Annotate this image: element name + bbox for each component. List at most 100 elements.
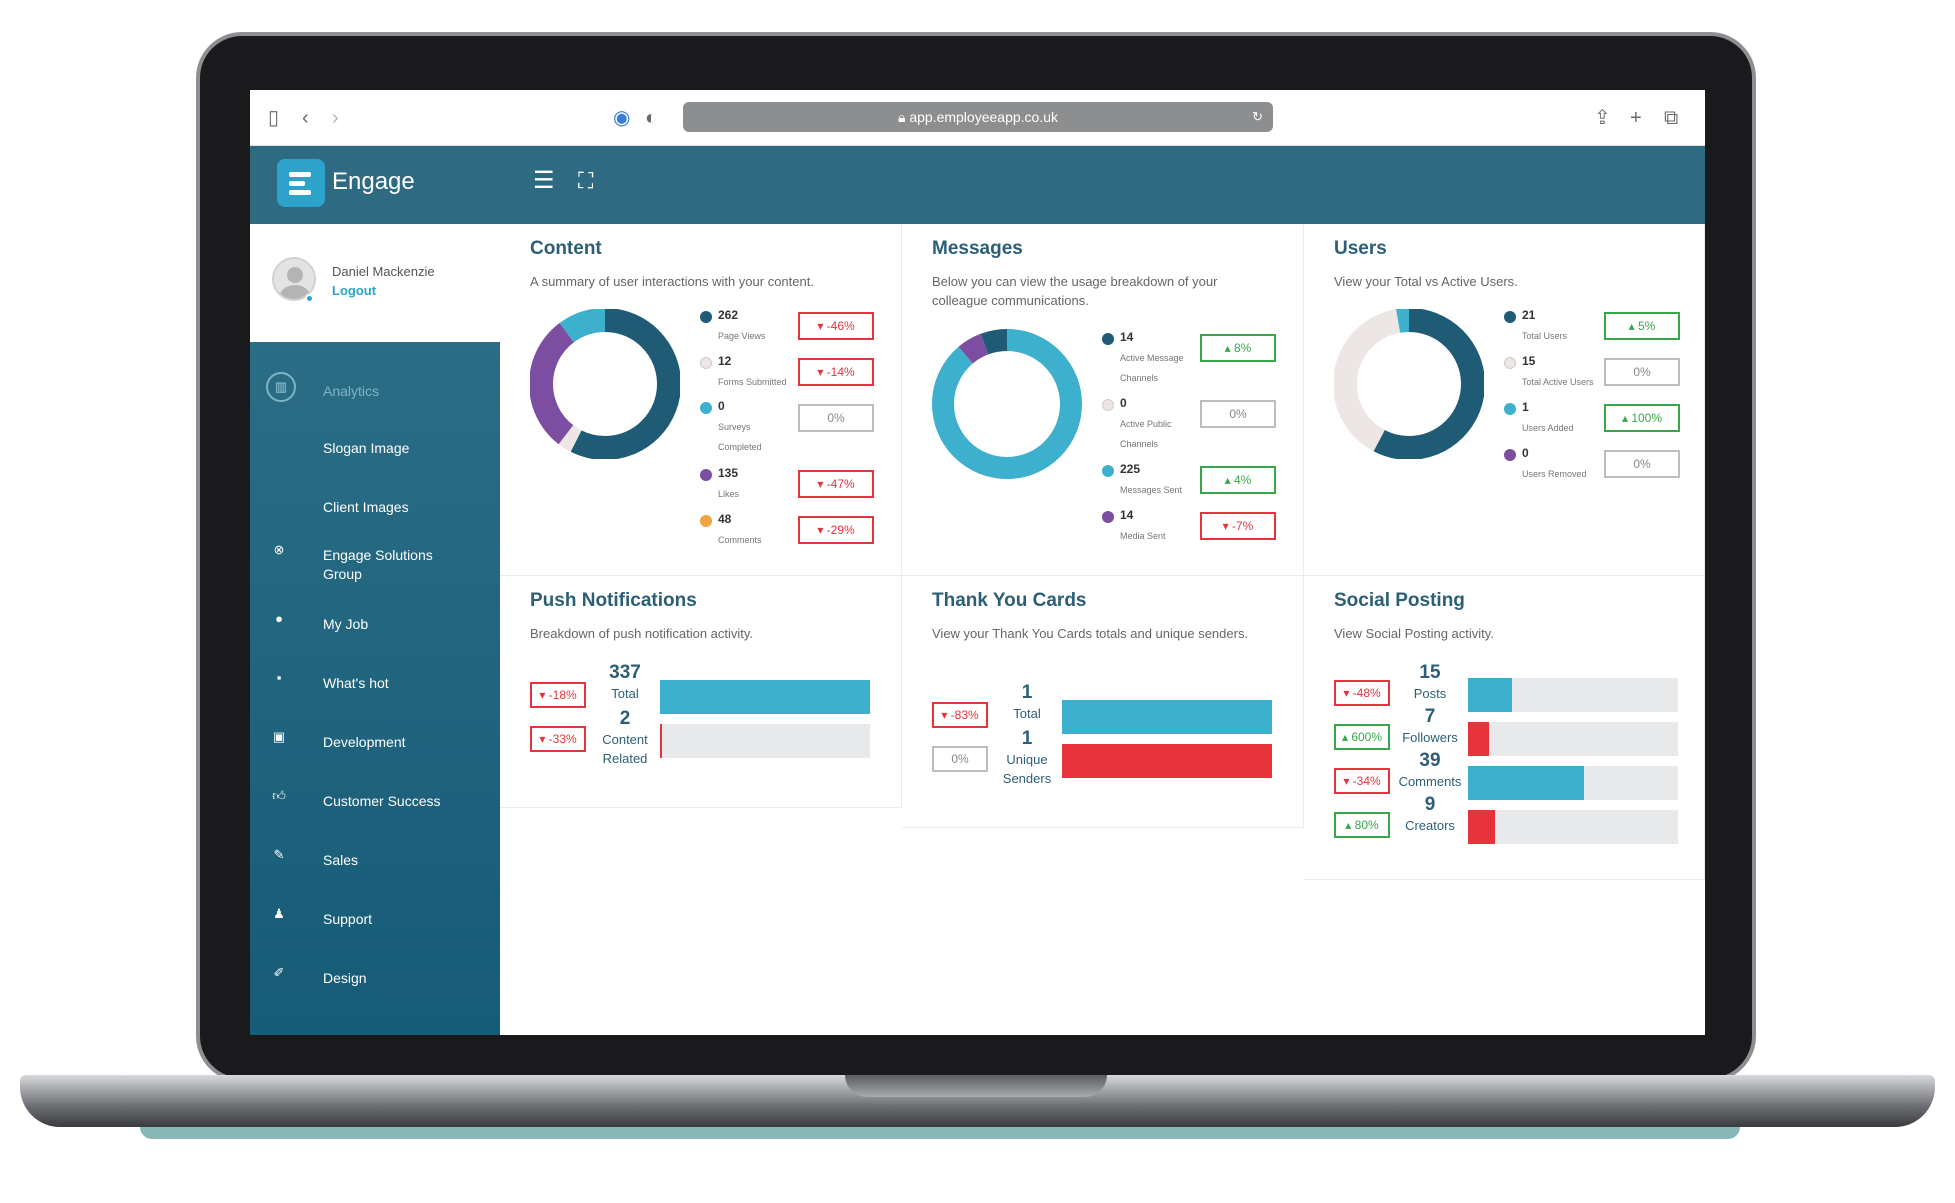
legend-item: 1 Users Added: [1504, 400, 1599, 440]
app-header: Engage ☰ ⛶: [250, 146, 1705, 224]
bar-track: [1468, 810, 1678, 844]
legend-item: 48 Comments: [700, 512, 790, 552]
bar-fill: [660, 680, 870, 714]
sidebar-item-my-job[interactable]: ● My Job: [250, 603, 500, 643]
forward-icon[interactable]: ›: [332, 107, 339, 129]
pencil-icon: ✐: [273, 965, 285, 980]
card-title: Social Posting: [1334, 590, 1465, 611]
logout-link[interactable]: Logout: [332, 283, 377, 298]
legend-dot: [1102, 511, 1114, 523]
card-title: Push Notifications: [530, 590, 697, 611]
legend-label: Total Active Users: [1522, 377, 1594, 387]
legend-item: 135 Likes: [700, 466, 790, 506]
legend-dot: [1102, 465, 1114, 477]
card-subtitle: Breakdown of push notification activity.: [530, 626, 754, 641]
sidebar-item-label: Client Images: [323, 499, 409, 515]
trend-badge: 0%: [798, 404, 874, 432]
legend-item: 225 Messages Sent: [1102, 462, 1197, 502]
legend-dot: [1102, 333, 1114, 345]
stat-comments: 39 Comments: [1398, 750, 1462, 789]
trend-badge: ▾ -18%: [530, 682, 586, 708]
stat-total: 1 Total: [1013, 682, 1041, 721]
legend-value: 0: [718, 399, 725, 413]
card-subtitle: Below you can view the usage breakdown o…: [932, 274, 1218, 308]
legend-value: 48: [718, 512, 732, 526]
stat-posts: 15 Posts: [1413, 662, 1447, 701]
stat-total: 337 Total: [609, 662, 641, 701]
sidebar: Daniel Mackenzie Logout ▥ Analytics Slog…: [250, 224, 500, 1035]
legend-label: Page Views: [718, 331, 766, 341]
users-card: Users View your Total vs Active Users. 2…: [1304, 224, 1705, 576]
sidebar-item-client-images[interactable]: Client Images: [250, 486, 500, 526]
sidebar-toggle-icon[interactable]: ▯: [268, 107, 280, 129]
new-tab-icon[interactable]: +: [1630, 107, 1642, 129]
bar-fill: [1468, 766, 1584, 800]
legend-label: Messages Sent: [1120, 485, 1183, 495]
legend-value: 262: [718, 308, 739, 322]
bar-track: [1468, 766, 1678, 800]
trend-badge: ▴ 4%: [1200, 466, 1276, 494]
card-subtitle: View your Thank You Cards totals and uni…: [932, 626, 1249, 641]
bar-fill: [1468, 722, 1489, 756]
sidebar-item-label: What's hot: [323, 675, 389, 691]
password-icon[interactable]: ◉: [613, 107, 631, 129]
sidebar-item-label: Customer Success: [323, 793, 441, 809]
legend-label: Users Added: [1522, 423, 1574, 433]
trend-badge: ▴ 100%: [1604, 404, 1680, 432]
legend-label: Media Sent: [1120, 531, 1166, 541]
bar-fill: [1468, 810, 1496, 844]
sidebar-item-support[interactable]: ♟ Support: [250, 898, 500, 938]
trend-badge: 0%: [1604, 450, 1680, 478]
sidebar-item-design[interactable]: ✐ Design: [250, 957, 500, 997]
url-bar[interactable]: 🔒︎ app.employeeapp.co.uk ↻: [683, 102, 1273, 132]
sidebar-item-customer-success[interactable]: 👍︎ Customer Success: [250, 780, 500, 820]
sidebar-item-analytics[interactable]: ▥ Analytics: [250, 370, 500, 410]
url-text: app.employeeapp.co.uk: [909, 109, 1058, 125]
stat-unique-senders: 1 Unique Senders: [1002, 728, 1052, 786]
shield-icon[interactable]: ◐: [645, 107, 658, 129]
legend-label: Users Removed: [1522, 469, 1587, 479]
legend-label: Active Public Channels: [1120, 419, 1172, 449]
tabs-overview-icon[interactable]: ⧉: [1664, 107, 1679, 129]
group-icon: ⊗: [273, 542, 285, 557]
sidebar-item-development[interactable]: ▣ Development: [250, 721, 500, 761]
share-icon[interactable]: ⇪: [1594, 107, 1611, 129]
sidebar-item-label: Analytics: [323, 383, 380, 399]
legend-dot: [1504, 449, 1516, 461]
bar-fill: [660, 724, 663, 758]
card-title: Messages: [932, 238, 1023, 259]
thumbs-up-icon: 👍︎: [272, 788, 286, 803]
screen: ▯ ‹ › ◉ ◐ 🔒︎ app.employeeapp.co.uk ↻ ⇪ + …: [250, 90, 1705, 1035]
content-donut-chart: [530, 309, 680, 459]
bar-fill: [1468, 678, 1513, 712]
user-name: Daniel Mackenzie: [332, 264, 435, 279]
card-subtitle: A summary of user interactions with your…: [530, 274, 814, 289]
trend-badge: ▴ 80%: [1334, 812, 1390, 838]
legend-label: Surveys Completed: [718, 422, 762, 452]
sidebar-item-label: My Job: [323, 616, 369, 632]
avatar[interactable]: [272, 257, 316, 301]
fullscreen-icon[interactable]: ⛶: [578, 168, 594, 193]
sidebar-item-whats-hot[interactable]: ▪ What's hot: [250, 662, 500, 702]
reload-icon[interactable]: ↻: [1252, 109, 1263, 124]
card-title: Thank You Cards: [932, 590, 1087, 611]
card-subtitle: View Social Posting activity.: [1334, 626, 1494, 641]
legend-dot: [700, 311, 712, 323]
bar-fill: [1062, 744, 1272, 778]
trend-badge: ▾ -14%: [798, 358, 874, 386]
sidebar-item-sales[interactable]: ✎ Sales: [250, 839, 500, 879]
card-title: Content: [530, 238, 602, 259]
menu-icon[interactable]: ☰: [533, 167, 555, 194]
legend-value: 0: [1120, 396, 1127, 410]
sidebar-item-engage-solutions-group[interactable]: ⊗ Engage Solutions Group: [250, 534, 500, 586]
bar-track: [1062, 744, 1272, 778]
trend-badge: ▾ -7%: [1200, 512, 1276, 540]
users-donut-chart: [1334, 309, 1484, 459]
trend-badge: 0%: [932, 746, 988, 772]
bar-track: [1468, 678, 1678, 712]
stat-creators: 9 Creators: [1405, 794, 1455, 833]
back-icon[interactable]: ‹: [302, 107, 309, 129]
legend-item: 0 Users Removed: [1504, 446, 1599, 486]
sidebar-item-slogan-image[interactable]: Slogan Image: [250, 427, 500, 467]
